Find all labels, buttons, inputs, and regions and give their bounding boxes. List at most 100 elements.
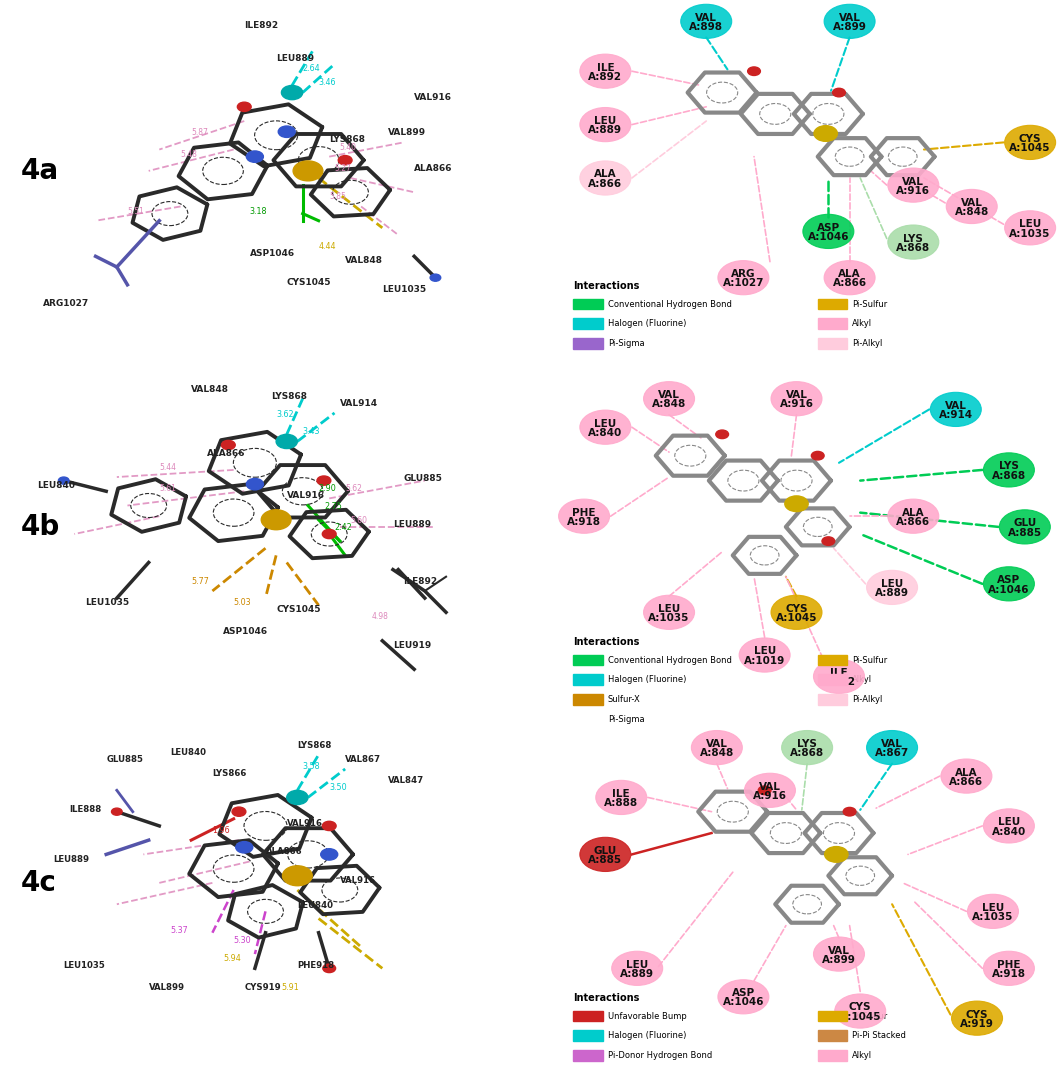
Text: VAL: VAL [706,739,727,749]
Circle shape [930,392,981,426]
Text: 5.62: 5.62 [345,484,362,493]
Text: A:892: A:892 [822,677,856,687]
Circle shape [338,156,353,164]
Text: Halogen (Fluorine): Halogen (Fluorine) [607,1032,686,1040]
Text: A:1019: A:1019 [744,656,785,665]
Text: CYS: CYS [1018,134,1042,144]
Text: VAL914: VAL914 [340,398,378,408]
Text: 5.40: 5.40 [340,142,357,152]
Text: LYS866: LYS866 [212,769,246,779]
Text: 5.51: 5.51 [127,206,144,216]
Circle shape [771,381,822,415]
Text: 5.37: 5.37 [170,926,188,934]
Circle shape [644,595,695,629]
Bar [818,1010,847,1021]
Text: VAL867: VAL867 [345,755,381,764]
Text: VAL: VAL [696,13,717,22]
Bar [818,1050,847,1061]
Text: ASP: ASP [997,576,1021,585]
Text: A:898: A:898 [689,22,723,32]
Text: VAL: VAL [945,400,966,411]
Circle shape [833,89,845,97]
Bar [573,318,603,329]
Text: ASP1046: ASP1046 [250,249,294,258]
Text: Alkyl: Alkyl [852,675,872,685]
Text: ILE: ILE [597,63,614,73]
Circle shape [580,108,631,142]
Text: VAL916: VAL916 [340,876,376,885]
Text: A:918: A:918 [992,969,1026,979]
Text: ILE: ILE [613,789,630,799]
Circle shape [596,781,647,815]
Text: LEU: LEU [982,902,1004,913]
Text: 1.96: 1.96 [212,826,230,835]
Circle shape [1005,125,1056,159]
Text: 5.44: 5.44 [159,462,176,472]
Circle shape [221,440,235,450]
Text: Conventional Hydrogen Bond: Conventional Hydrogen Bond [607,300,732,309]
Text: CYS919: CYS919 [244,983,280,992]
Bar [573,674,603,685]
Text: VAL: VAL [881,739,903,749]
Circle shape [238,103,251,111]
Bar [573,1050,603,1061]
Circle shape [559,499,610,533]
Circle shape [58,477,69,484]
Text: A:840: A:840 [588,428,622,438]
Text: A:868: A:868 [992,471,1026,481]
Text: A:867: A:867 [875,749,909,758]
Text: ASP: ASP [732,988,755,999]
Text: Unfavorable Bump: Unfavorable Bump [607,1011,687,1021]
Text: VAL: VAL [961,198,982,208]
Circle shape [888,168,939,202]
Text: 2.90: 2.90 [319,484,337,493]
Text: ALA: ALA [955,768,978,778]
Text: A:918: A:918 [567,517,601,527]
Text: VAL916: VAL916 [287,491,325,501]
Circle shape [718,261,769,295]
Text: Alkyl: Alkyl [852,319,872,329]
Circle shape [813,659,864,693]
Circle shape [782,731,833,765]
Circle shape [748,67,760,76]
Text: LYS868: LYS868 [329,136,365,144]
Text: A:885: A:885 [588,855,622,865]
Text: A:840: A:840 [992,827,1026,836]
Circle shape [983,453,1034,487]
Circle shape [323,964,336,973]
Circle shape [316,476,331,485]
Circle shape [967,894,1018,928]
Circle shape [322,821,336,831]
Text: A:1035: A:1035 [973,912,1013,922]
Text: PHE: PHE [572,507,596,518]
Circle shape [430,274,441,281]
Text: Pi-Donor Hydrogen Bond: Pi-Donor Hydrogen Bond [607,1051,713,1061]
Circle shape [785,496,808,512]
Text: LEU889: LEU889 [53,854,89,864]
Circle shape [287,790,308,804]
Circle shape [580,410,631,444]
Text: Sulfur-X: Sulfur-X [607,695,640,704]
Circle shape [888,499,939,533]
Circle shape [281,85,303,99]
Text: A:1045: A:1045 [1009,143,1051,153]
Text: ILE892: ILE892 [404,577,438,586]
Circle shape [952,1001,1003,1035]
Text: VAL: VAL [839,13,860,22]
Text: ALA: ALA [902,507,925,518]
Circle shape [716,430,729,439]
Circle shape [233,807,246,816]
Text: ASP1046: ASP1046 [223,627,268,635]
Bar [818,318,847,329]
Circle shape [644,381,695,415]
Circle shape [946,189,997,223]
Text: A:899: A:899 [822,955,856,964]
Text: CYS: CYS [965,1009,989,1020]
Circle shape [822,537,835,546]
Text: VAL899: VAL899 [388,128,426,138]
Text: VAL916: VAL916 [414,93,452,101]
Circle shape [824,261,875,295]
Text: 4.98: 4.98 [372,612,389,622]
Text: LYS: LYS [798,739,817,749]
Text: Pi-Pi Stacked: Pi-Pi Stacked [852,1032,906,1040]
